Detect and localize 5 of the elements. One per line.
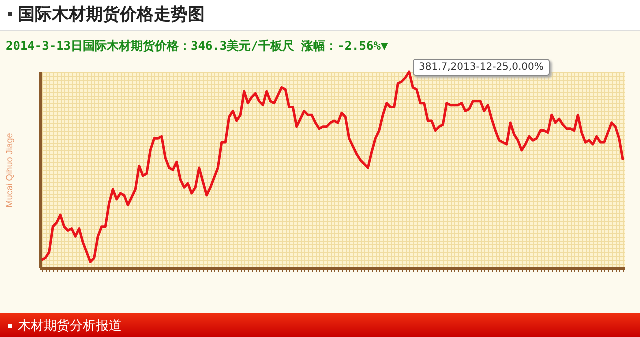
text: 木材期货分析报道: [18, 318, 122, 335]
chart-title: 国际木材期货价格走势图: [18, 4, 205, 26]
annotation: 381.7,2013-12-25,0.00%: [413, 59, 550, 76]
y-axis-title: Mucai Qihuo Jiage: [4, 133, 14, 208]
chart-subtitle: 2014-3-13日国际木材期货价格：346.3美元/千板尺 涨幅：-2.56%▼: [6, 38, 388, 55]
